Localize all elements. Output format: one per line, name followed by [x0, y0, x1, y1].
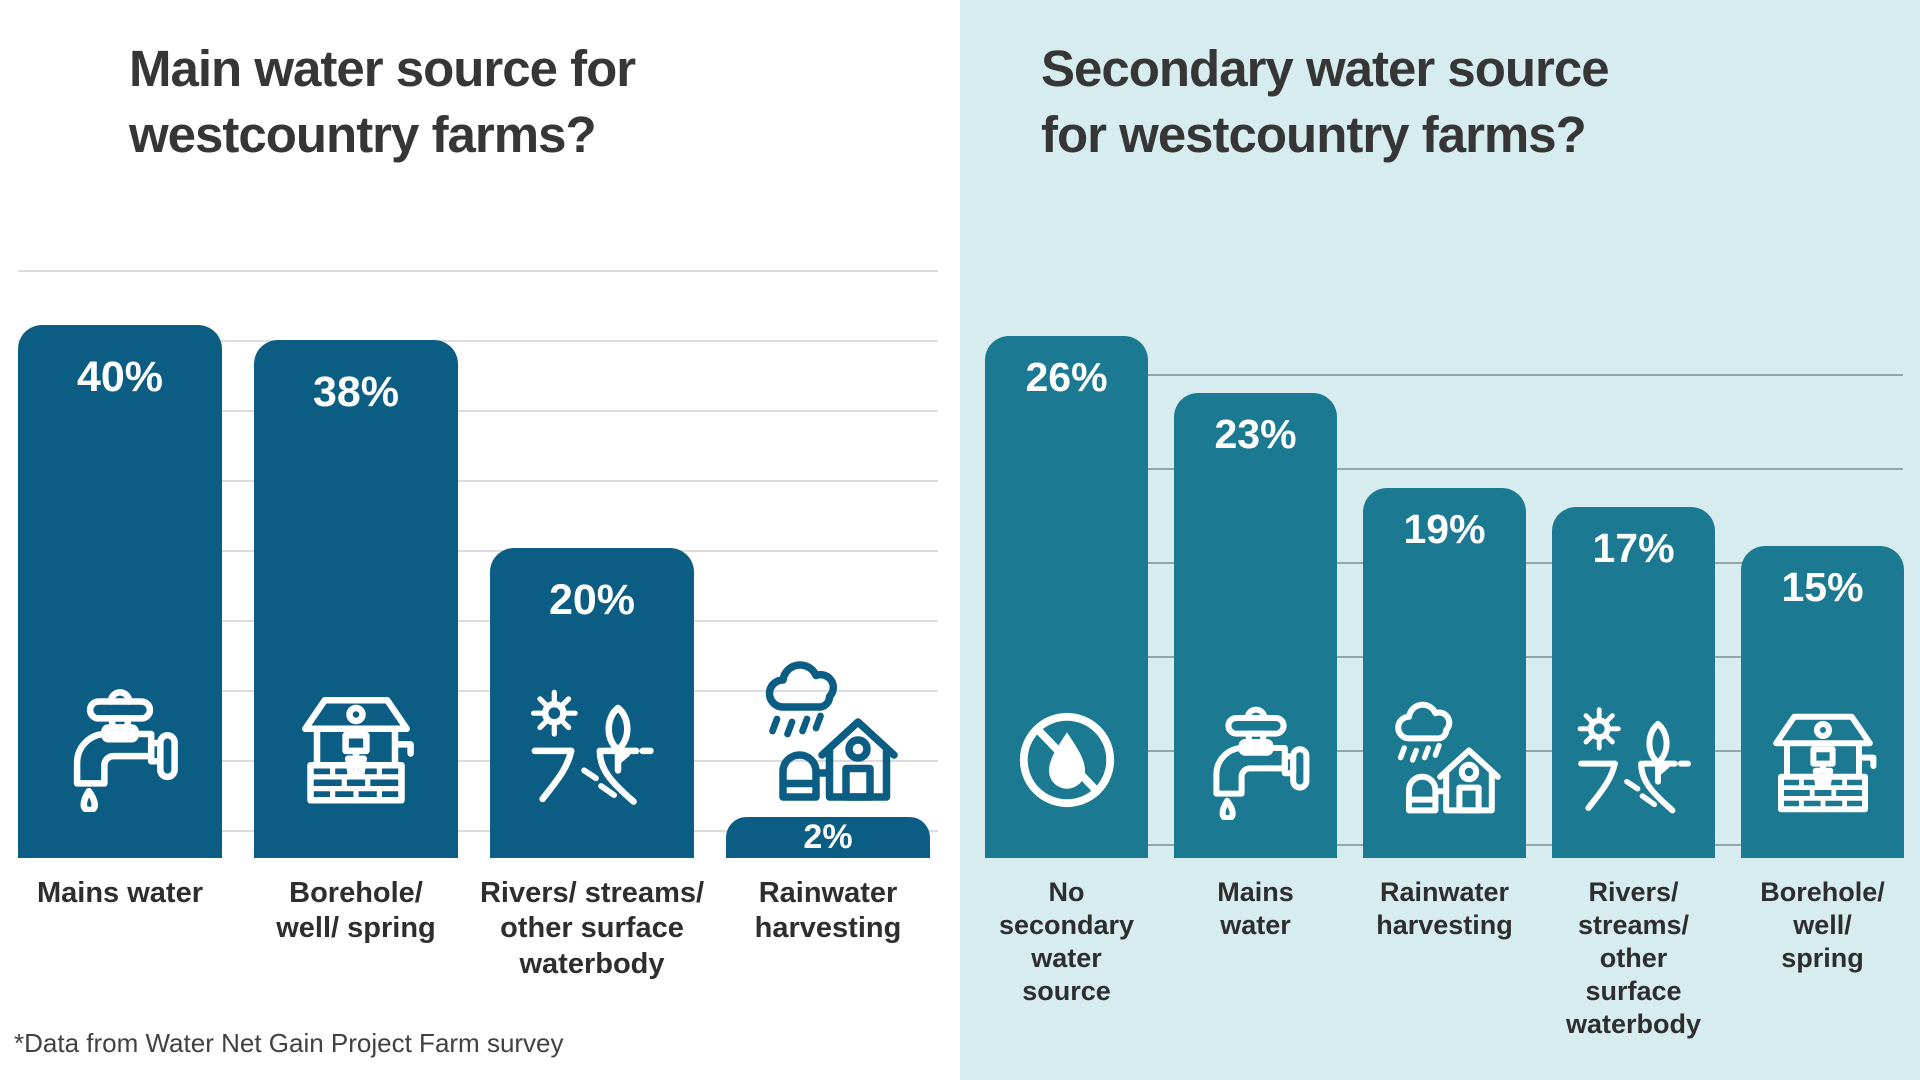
well-icon [291, 682, 421, 812]
rain-harvest-icon [1385, 700, 1505, 820]
bar-rainwater-harvesting: 19% [1363, 488, 1526, 858]
value-label: 23% [1214, 411, 1297, 457]
gridline [18, 830, 938, 832]
bar-mains-water: 23% [1174, 393, 1337, 858]
rain-harvest-icon [753, 659, 903, 809]
river-icon [1574, 700, 1694, 820]
category-label-borehole-well-spring: Borehole/ well/ spring [276, 877, 436, 945]
bar-no-secondary-water-source: 26% [985, 336, 1148, 858]
category-label-rainwater-harvesting: Rainwater harvesting [754, 877, 902, 945]
gridline [18, 620, 938, 622]
gridline [18, 270, 938, 272]
value-label: 19% [1403, 506, 1486, 552]
main-water-panel: Main water source for westcountry farms?… [14, 40, 938, 1058]
river-icon [527, 682, 657, 812]
secondary-water-panel: Secondary water source for westcountry f… [960, 0, 1920, 1080]
bar-borehole-well-spring: 15% [1741, 546, 1904, 858]
right-chart-title: Secondary water source for westcountry f… [1041, 40, 1610, 163]
bar-rivers-streams-other-surface-waterbody: 17% [1552, 507, 1715, 858]
value-label: 15% [1781, 564, 1864, 610]
gridline [985, 374, 1903, 376]
value-label: 26% [1025, 354, 1108, 400]
bar-borehole-well-spring: 38% [254, 340, 458, 858]
no-water-icon [1007, 700, 1127, 820]
category-label-rivers-streams-other-surface-waterbody: Rivers/ streams/ other surface waterbody [479, 877, 705, 980]
category-label-no-secondary-water-source: No secondary water source [998, 877, 1135, 1006]
footnote: *Data from Water Net Gain Project Farm s… [14, 1028, 564, 1058]
tap-icon [1196, 700, 1316, 820]
bar-rainwater-harvesting: 2% [726, 817, 930, 858]
value-label: 38% [312, 368, 400, 416]
main-water-chart: 40% 38% 20% 2% [18, 270, 938, 858]
well-icon [1763, 700, 1883, 820]
bar-mains-water: 40% [18, 325, 222, 858]
category-label-borehole-well-spring: Borehole/ well/ spring [1760, 877, 1885, 973]
gridline [18, 550, 938, 552]
gridline [18, 690, 938, 692]
category-label-rainwater-harvesting: Rainwater harvesting [1376, 877, 1513, 940]
gridline [18, 340, 938, 342]
gridline [985, 468, 1903, 470]
value-label: 20% [548, 576, 636, 624]
bar-rivers-streams-other-surface-waterbody: 20% [490, 548, 694, 858]
category-label-mains-water: Mains water [37, 877, 203, 909]
value-label: 2% [803, 818, 853, 856]
gridline [18, 410, 938, 412]
category-label-mains-water: Mains water [1217, 877, 1294, 940]
value-label: 17% [1592, 525, 1675, 571]
tap-icon [55, 682, 185, 812]
secondary-water-chart: 26% 23% 19% 17% 15% [985, 280, 1904, 858]
gridline [18, 760, 938, 762]
gridline [18, 480, 938, 482]
value-label: 40% [76, 353, 164, 401]
left-chart-title: Main water source for westcountry farms? [129, 40, 636, 163]
category-label-rivers-streams-other-surface-waterbody: Rivers/ streams/ other surface waterbody [1565, 877, 1702, 1039]
